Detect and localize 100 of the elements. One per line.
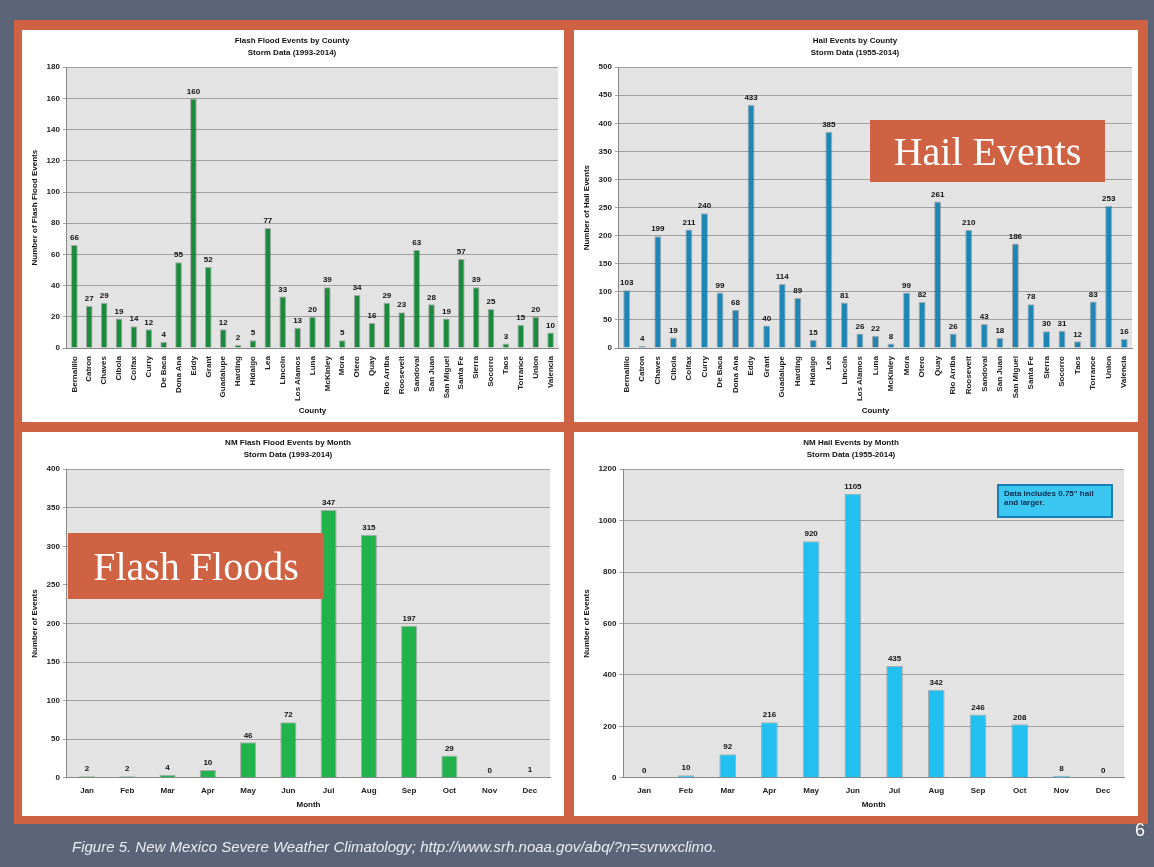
data-label: 8 xyxy=(1059,763,1065,773)
data-label: 920 xyxy=(804,529,819,539)
x-tick-label: Harding xyxy=(233,355,243,387)
data-label: 52 xyxy=(203,255,214,265)
x-tick-label: Jun xyxy=(845,785,861,795)
x-tick-label: Quay xyxy=(932,355,942,377)
x-tick-label: Otero xyxy=(917,355,927,378)
x-tick-label: Dona Ana xyxy=(173,355,183,394)
data-label: 28 xyxy=(427,292,437,302)
y-tick-label: 120 xyxy=(46,156,61,166)
y-tick-label: 300 xyxy=(46,541,61,551)
y-tick-label: 800 xyxy=(603,567,617,577)
x-tick-label: Sandoval xyxy=(979,356,989,392)
x-tick-label: San Miguel xyxy=(441,356,451,399)
y-tick-label: 0 xyxy=(55,343,61,353)
data-label: 29 xyxy=(444,743,455,753)
data-label: 342 xyxy=(929,678,944,688)
x-tick-label: Santa Fe xyxy=(1026,355,1036,390)
x-tick-label: Socorro xyxy=(1057,355,1067,387)
data-label: 12 xyxy=(144,317,154,327)
y-tick-label: 500 xyxy=(598,62,613,72)
data-label: 89 xyxy=(793,286,803,296)
x-tick-label: Hidalgo xyxy=(808,355,818,386)
data-label: 39 xyxy=(471,275,482,285)
data-label: 29 xyxy=(382,291,392,301)
y-tick-label: 200 xyxy=(603,721,617,731)
x-tick-label: Taos xyxy=(1072,355,1082,375)
x-tick-label: Lea xyxy=(263,355,273,370)
x-tick-label: Mora xyxy=(901,355,911,376)
data-label: 1105 xyxy=(844,481,863,491)
x-tick-label: Curry xyxy=(699,355,709,378)
x-tick-label: Oct xyxy=(1013,785,1027,795)
x-tick-label: Sierra xyxy=(1041,355,1051,379)
x-tick-label: Jan xyxy=(637,785,652,795)
data-label: 66 xyxy=(69,233,80,243)
callout-box: Data includes 0.75" hail and larger. xyxy=(997,484,1113,518)
x-tick-label: Jan xyxy=(80,785,95,795)
y-tick-label: 200 xyxy=(598,230,613,240)
x-tick-label: San Juan xyxy=(426,355,436,392)
x-tick-label: Nov xyxy=(482,785,498,795)
chart-title: NM Flash Flood Events by Month xyxy=(225,438,351,447)
y-tick-label: 450 xyxy=(598,90,613,100)
y-tick-label: 1200 xyxy=(598,464,617,474)
y-tick-label: 180 xyxy=(46,62,61,72)
x-tick-label: Colfax xyxy=(684,355,694,381)
data-label: 0 xyxy=(487,766,493,775)
y-tick-label: 50 xyxy=(51,734,61,744)
x-tick-label: McKinley xyxy=(886,355,896,392)
caption: Figure 5. New Mexico Severe Weather Climatology; http://www.srh.noaa.gov/abq/?n=svrwxclimo. xyxy=(72,838,717,855)
data-label: 29 xyxy=(99,291,110,301)
y-tick-label: 100 xyxy=(598,287,613,297)
data-label: 23 xyxy=(397,300,407,310)
x-tick-label: Sep xyxy=(970,785,986,795)
chart-subtitle: Storm Data (1993-2014) xyxy=(243,449,333,459)
y-tick-label: 80 xyxy=(51,218,61,228)
x-tick-label: Bernalillo xyxy=(621,355,631,393)
data-label: 261 xyxy=(930,189,945,199)
x-tick-label: Lea xyxy=(824,355,834,370)
data-label: 63 xyxy=(412,237,422,247)
data-label: 10 xyxy=(546,320,556,330)
x-axis-title: Month xyxy=(296,800,321,810)
y-tick-label: 1000 xyxy=(598,515,617,525)
data-label: 14 xyxy=(129,314,139,324)
x-tick-label: De Baca xyxy=(715,355,725,388)
x-tick-label: Hidalgo xyxy=(248,355,258,386)
data-label: 186 xyxy=(1008,231,1023,241)
data-label: 81 xyxy=(839,290,850,300)
x-tick-label: Dona Ana xyxy=(730,355,740,394)
x-tick-label: Catron xyxy=(637,355,647,382)
y-tick-label: 350 xyxy=(46,502,61,512)
y-tick-label: 250 xyxy=(598,202,613,212)
chart-subtitle: Storm Data (1993-2014) xyxy=(247,47,337,57)
x-tick-label: Jul xyxy=(322,785,335,795)
x-tick-label: Apr xyxy=(762,785,777,795)
x-tick-label: Grant xyxy=(761,355,771,378)
x-tick-label: Sandoval xyxy=(411,356,421,392)
x-tick-label: Rio Arriba xyxy=(948,355,958,395)
data-label: 13 xyxy=(293,315,303,325)
data-label: 197 xyxy=(402,614,417,624)
data-label: 216 xyxy=(762,710,777,720)
x-tick-label: Rio Arriba xyxy=(382,355,392,395)
x-tick-label: Aug xyxy=(361,785,377,795)
x-tick-label: Quay xyxy=(367,355,377,377)
y-tick-label: 400 xyxy=(603,670,617,680)
x-tick-label: San Miguel xyxy=(1010,356,1020,399)
data-label: 99 xyxy=(715,280,725,290)
x-tick-label: Socorro xyxy=(486,355,496,387)
data-label: 4 xyxy=(640,334,646,344)
data-label: 19 xyxy=(114,306,125,316)
data-label: 4 xyxy=(161,330,167,340)
y-tick-label: 50 xyxy=(603,315,613,325)
x-tick-label: Torrance xyxy=(516,355,525,390)
data-label: 10 xyxy=(203,758,213,768)
x-tick-label: Apr xyxy=(200,785,215,795)
x-tick-label: Jun xyxy=(281,785,296,795)
y-tick-label: 400 xyxy=(598,118,613,128)
data-label: 27 xyxy=(84,294,95,304)
data-label: 0 xyxy=(1100,766,1106,775)
x-tick-label: Colfax xyxy=(129,355,139,381)
y-axis-title: Number of Flash Flood Events xyxy=(30,149,39,266)
